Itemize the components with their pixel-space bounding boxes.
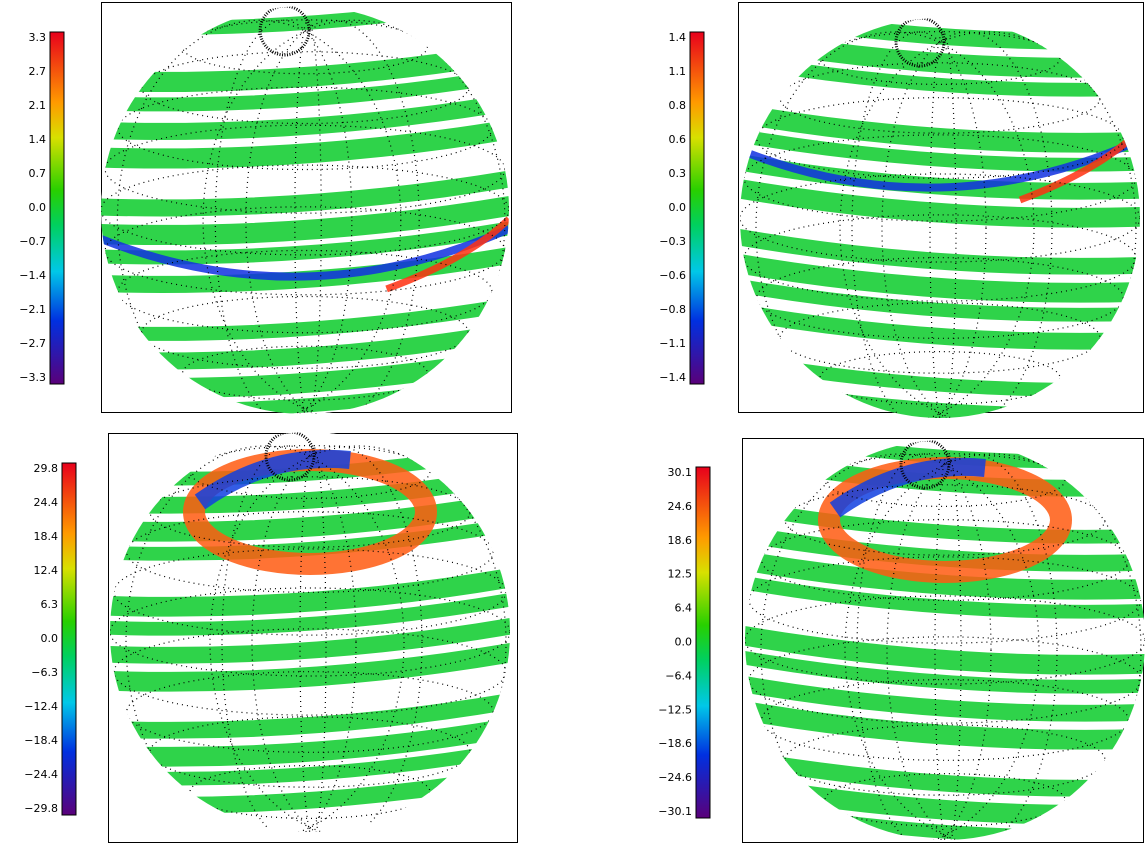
colorbar [49,31,65,385]
colorbar-label: 2.1 [29,99,47,112]
colorbar-label: 18.6 [668,534,693,547]
colorbar-label: 0.3 [669,167,687,180]
colorbar-label: −0.8 [659,303,686,316]
panel: 29.8 24.4 18.4 12.4 6.3 0.0 −6.3 −12.4 −18.4 −24.… [24,432,518,843]
colorbar-label: 0.8 [669,99,687,112]
colorbar-label: 30.1 [668,466,693,479]
colorbar-label: 1.4 [29,133,47,146]
colorbar-label: −0.6 [659,269,686,282]
colorbar-label: 0.7 [29,167,47,180]
colorbar-label: 0.6 [669,133,687,146]
colorbar-label: −12.5 [658,703,692,716]
colorbar-label: 3.3 [29,31,47,44]
panel: 3.3 2.7 2.1 1.4 0.7 0.0 −0.7 −1.4 −2.1 −2.7 −3.3 [19,2,512,414]
colorbar-label: −1.4 [659,371,686,384]
colorbar-label: −29.8 [24,802,58,815]
colorbar-label: 18.4 [34,530,59,543]
globe [745,440,1145,840]
colorbar-label: −0.3 [659,235,686,248]
colorbar-label: 24.4 [34,496,59,509]
colorbar-label: 0.0 [669,201,687,214]
colorbar-label: 2.7 [29,65,47,78]
colorbar-label: −1.4 [19,269,46,282]
colorbar-label: −2.7 [19,337,46,350]
colorbar [695,466,711,819]
colorbar-label: −18.4 [24,734,58,747]
colorbar-label: −6.4 [665,669,692,682]
colorbar [61,462,77,816]
colorbar-label: 24.6 [668,500,693,513]
colorbar-label: 1.1 [669,65,687,78]
panel: 1.4 1.1 0.8 0.6 0.3 0.0 −0.3 −0.6 −0.8 −1.1 −1.4 [659,2,1144,418]
colorbar-label: 1.4 [669,31,687,44]
globe [740,18,1140,418]
colorbar-label: −6.3 [31,666,58,679]
colorbar-label: −12.4 [24,700,58,713]
colorbar-label: 0.0 [41,632,59,645]
colorbar-label: 0.0 [29,201,47,214]
colorbar-label: 29.8 [34,462,59,475]
colorbar-label: −30.1 [658,805,692,818]
globe [110,432,510,832]
panel: 30.1 24.6 18.6 12.5 6.4 0.0 −6.4 −12.5 −18.6 −24.… [658,438,1145,843]
colorbar-label: −18.6 [658,737,692,750]
colorbar-label: −3.3 [19,371,46,384]
colorbar-label: 12.4 [34,564,59,577]
colorbar-label: −24.6 [658,771,692,784]
colorbar-label: −0.7 [19,235,46,248]
colorbar [689,31,705,385]
colorbar-label: −24.4 [24,768,58,781]
colorbar-label: −1.1 [659,337,686,350]
globe [101,6,509,414]
colorbar-label: 0.0 [675,636,693,649]
colorbar-label: 6.4 [675,602,693,615]
colorbar-label: 12.5 [668,568,693,581]
colorbar-label: −2.1 [19,303,46,316]
colorbar-label: 6.3 [41,598,59,611]
